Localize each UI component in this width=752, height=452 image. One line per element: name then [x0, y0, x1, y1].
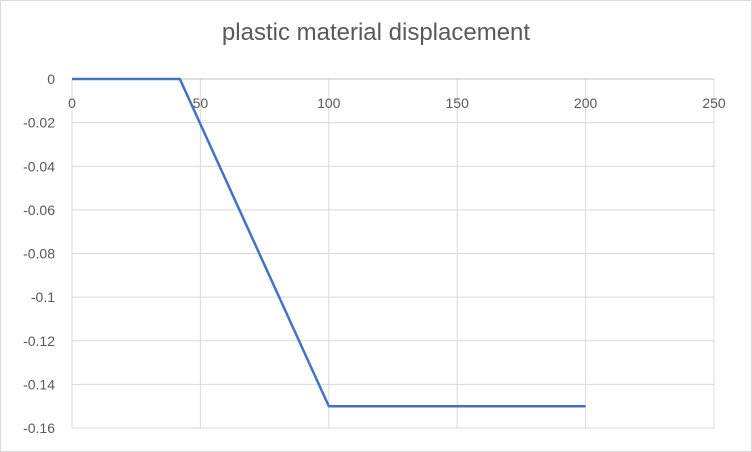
y-tick-label: -0.12	[23, 333, 55, 349]
y-tick-label: -0.16	[23, 420, 55, 436]
x-tick-label: 150	[446, 95, 470, 111]
x-tick-label: 0	[68, 95, 76, 111]
x-tick-label: 250	[702, 95, 726, 111]
y-tick-label: -0.06	[23, 202, 55, 218]
y-tick-label: -0.1	[31, 289, 55, 305]
y-tick-label: -0.08	[23, 246, 55, 262]
y-tick-label: 0	[47, 71, 55, 87]
chart-title: plastic material displacement	[221, 19, 531, 46]
x-tick-label: 100	[317, 95, 341, 111]
y-tick-label: -0.04	[23, 158, 55, 174]
x-tick-label: 200	[574, 95, 598, 111]
x-tick-label: 50	[193, 95, 209, 111]
y-tick-label: -0.14	[23, 376, 55, 392]
series-line	[72, 77, 586, 408]
y-tick-label: -0.02	[23, 115, 55, 131]
